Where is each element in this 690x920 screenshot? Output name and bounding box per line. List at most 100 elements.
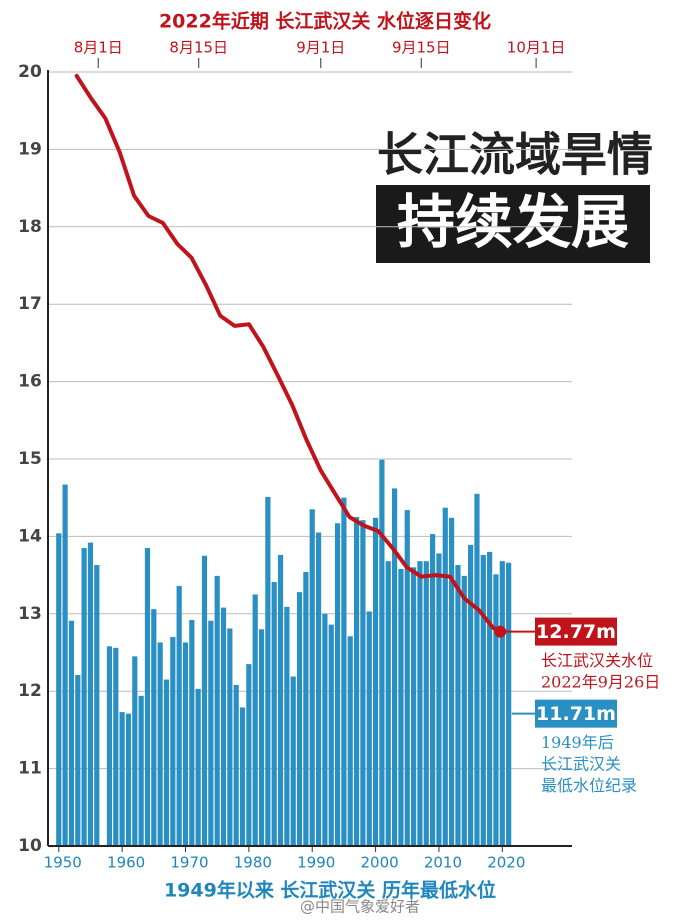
bar [239,707,246,846]
y-tick-label: 16 [18,372,42,392]
bar [227,628,233,846]
bar [75,674,81,846]
x-tick-label: 1950 [44,854,82,872]
bar [366,611,372,846]
y-tick-label: 15 [18,449,42,469]
bar [430,534,436,846]
bar [113,647,119,846]
bar [360,520,366,846]
x-tick-label: 1980 [234,854,272,872]
y-tick-label: 18 [18,217,42,237]
bar [189,619,195,846]
y-tick-label: 12 [18,681,42,701]
bar [309,509,315,846]
bar [372,517,379,846]
bar [303,572,309,846]
x-tick-label: 2020 [487,854,525,872]
value-label: 12.77m [536,621,616,643]
bar [144,548,151,846]
bar [208,620,214,846]
value-label: 11.71m [536,703,616,725]
bar [151,609,157,846]
bar [315,532,322,846]
bar [322,613,328,846]
annotation: 1949年后 [541,733,614,752]
bar [404,510,410,846]
bar [296,592,303,846]
y-tick-label: 11 [18,759,42,779]
bar [341,497,347,846]
bar [214,575,220,846]
bar [56,533,62,846]
bar [398,568,404,846]
y-tick-label: 13 [18,604,42,624]
y-tick-label: 19 [18,139,42,159]
bar [138,695,144,846]
bar [290,676,296,846]
bar [499,561,505,846]
bar [480,554,486,846]
bar [379,459,385,846]
label-box [535,699,617,728]
bar [265,496,271,846]
top-x-tick-label: 8月1日 [74,39,123,57]
bar [252,594,258,846]
x-tick-label: 2010 [424,854,462,872]
annotation: 2022年9月26日 [541,673,660,692]
bar [391,488,398,846]
bar-title: 1949年以来 长江武汉关 历年最低水位 [164,879,496,902]
headline: 持续发展 [397,188,629,256]
bar [94,565,100,846]
bar [328,624,334,846]
bar [62,484,68,846]
top-x-tick-label: 9月15日 [392,39,451,57]
bar [170,637,176,846]
bar [87,542,94,846]
bar [455,565,461,846]
bar [474,493,480,846]
bar [277,554,284,846]
x-tick-label: 1990 [297,854,335,872]
bar [347,636,353,846]
bar [284,606,290,846]
bar [423,561,429,846]
y-tick-label: 17 [18,294,42,314]
bar [436,553,442,846]
bar [353,517,360,846]
x-tick-label: 2000 [360,854,398,872]
line [74,73,503,634]
headline-box [376,185,650,263]
annotation: 最低水位纪录 [541,776,637,795]
bar [233,685,239,846]
annotation: 长江武汉关 [541,755,621,774]
bar [385,561,391,846]
bar [410,567,417,846]
bar [468,544,474,846]
bar [220,607,227,846]
bar [201,555,208,846]
x-tick-label: 1970 [170,854,208,872]
bar [182,642,189,846]
line-title: 2022年近期 长江武汉关 水位逐日变化 [159,10,491,33]
bar [334,523,341,846]
annotation: 长江武汉关水位 [541,651,653,670]
x-tick-label: 1960 [107,854,145,872]
top-x-tick-label: 8月15日 [169,39,228,57]
y-tick-label: 14 [18,526,42,546]
bar [271,582,277,846]
bar [81,548,87,846]
bar [157,642,163,846]
bar [417,561,423,846]
watermark: @中国气象爱好者 [300,898,420,916]
bar [132,656,138,846]
bar [442,507,448,846]
headline: 长江流域旱情 [377,128,653,182]
bar [493,574,499,846]
bar [68,620,75,846]
bar [163,679,170,846]
bar [246,664,252,846]
bar [195,688,201,846]
y-tick-label: 10 [18,836,42,856]
label-box [535,617,617,646]
bar [506,562,512,846]
